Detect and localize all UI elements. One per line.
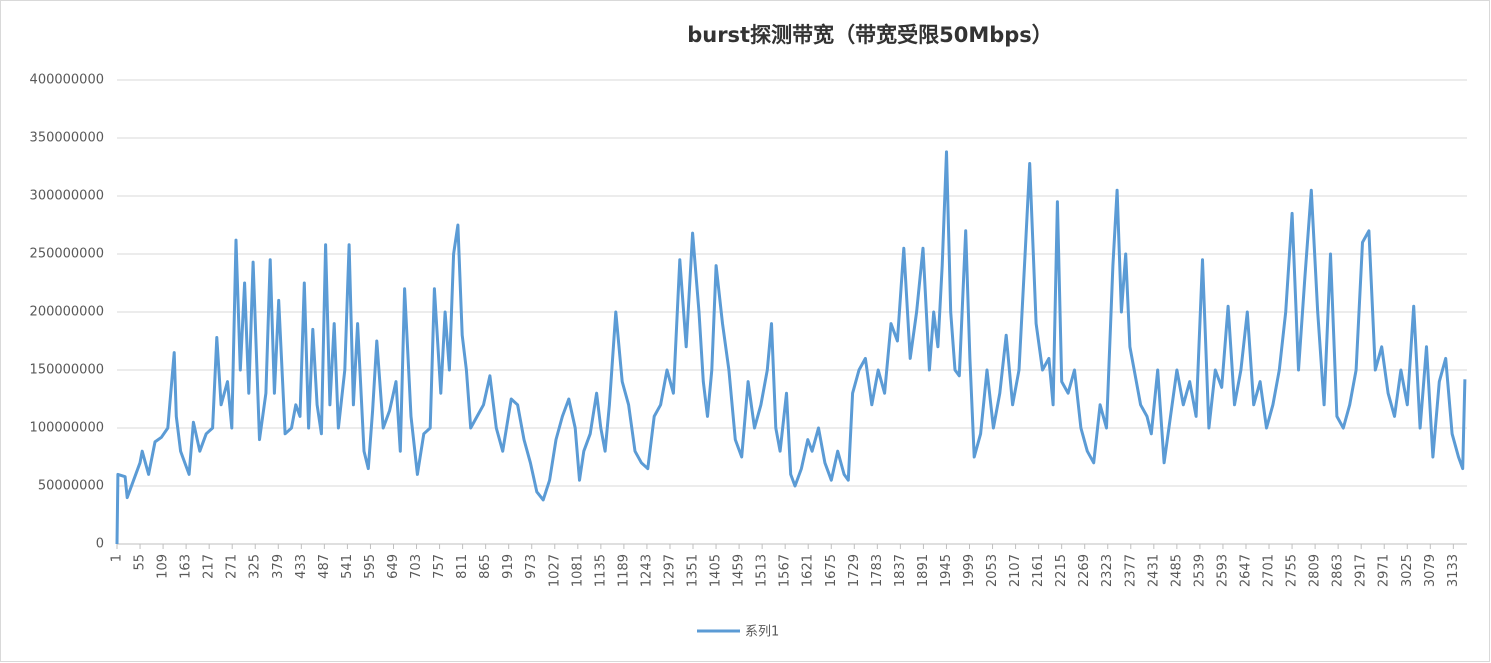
x-tick-label: 919 (501, 554, 516, 579)
x-tick-label: 811 (455, 554, 470, 579)
x-tick-label: 1945 (939, 554, 954, 587)
x-tick-label: 3025 (1400, 554, 1415, 587)
x-tick-label: 973 (524, 554, 539, 579)
x-tick-label: 2431 (1146, 554, 1161, 587)
x-tick-label: 2755 (1285, 554, 1300, 587)
y-tick-label: 0 (96, 537, 104, 552)
x-tick-label: 595 (363, 554, 378, 579)
x-tick-label: 703 (409, 554, 424, 579)
x-tick-label: 1297 (662, 554, 677, 587)
x-tick-label: 379 (271, 554, 286, 579)
x-tick-label: 487 (317, 554, 332, 579)
x-tick-label: 1 (110, 554, 125, 562)
x-tick-label: 1729 (847, 554, 862, 587)
x-tick-label: 2269 (1077, 554, 1092, 587)
x-tick-label: 1783 (870, 554, 885, 587)
x-tick-label: 1405 (709, 554, 724, 587)
x-tick-label: 2161 (1031, 554, 1046, 587)
x-tick-label: 1135 (593, 554, 608, 587)
x-tick-label: 649 (386, 554, 401, 579)
x-tick-label: 541 (340, 554, 355, 579)
x-tick-label: 3133 (1446, 554, 1461, 587)
x-tick-label: 2323 (1100, 554, 1115, 587)
x-tick-label: 2647 (1238, 554, 1253, 587)
x-tick-label: 2917 (1354, 554, 1369, 587)
x-tick-label: 2701 (1262, 554, 1277, 587)
x-tick-label: 2971 (1377, 554, 1392, 587)
x-tick-label: 757 (432, 554, 447, 579)
x-tick-label: 2215 (1054, 554, 1069, 587)
x-tick-label: 2809 (1308, 554, 1323, 587)
x-tick-label: 1351 (686, 554, 701, 587)
x-tick-label: 1081 (570, 554, 585, 587)
y-tick-label: 300000000 (30, 189, 104, 204)
y-tick-label: 100000000 (30, 421, 104, 436)
x-tick-label: 325 (248, 554, 263, 579)
y-tick-label: 200000000 (30, 305, 104, 320)
x-tick-label: 2593 (1215, 554, 1230, 587)
x-tick-label: 2863 (1331, 554, 1346, 587)
x-tick-label: 2107 (1008, 554, 1023, 587)
x-tick-label: 3079 (1423, 554, 1438, 587)
x-tick-label: 1891 (916, 554, 931, 587)
x-tick-label: 2485 (1169, 554, 1184, 587)
y-tick-label: 50000000 (38, 479, 104, 494)
x-tick-label: 2053 (985, 554, 1000, 587)
legend-label: 系列1 (745, 625, 779, 640)
x-tick-label: 163 (179, 554, 194, 579)
x-tick-label: 1459 (732, 554, 747, 587)
y-tick-label: 250000000 (30, 247, 104, 262)
x-tick-label: 433 (294, 554, 309, 579)
x-tick-label: 2539 (1192, 554, 1207, 587)
x-tick-label: 1621 (801, 554, 816, 587)
y-tick-label: 150000000 (30, 363, 104, 378)
x-tick-label: 1999 (962, 554, 977, 587)
x-tick-label: 109 (156, 554, 171, 579)
data-line (115, 150, 1467, 545)
x-tick-label: 2377 (1123, 554, 1138, 587)
x-tick-label: 55 (133, 554, 148, 571)
x-tick-label: 1675 (824, 554, 839, 587)
x-tick-label: 1189 (616, 554, 631, 587)
y-tick-label: 350000000 (30, 131, 104, 146)
chart-title: burst探测带宽（带宽受限50Mbps） (687, 23, 1053, 47)
x-tick-label: 865 (478, 554, 493, 579)
x-tick-label: 271 (225, 554, 240, 579)
x-tick-label: 1513 (755, 554, 770, 587)
x-tick-label: 217 (202, 554, 217, 579)
x-tick-label: 1567 (778, 554, 793, 587)
x-tick-label: 1027 (547, 554, 562, 587)
x-tick-label: 1243 (639, 554, 654, 587)
x-tick-label: 1837 (893, 554, 908, 587)
y-tick-label: 400000000 (30, 73, 104, 88)
